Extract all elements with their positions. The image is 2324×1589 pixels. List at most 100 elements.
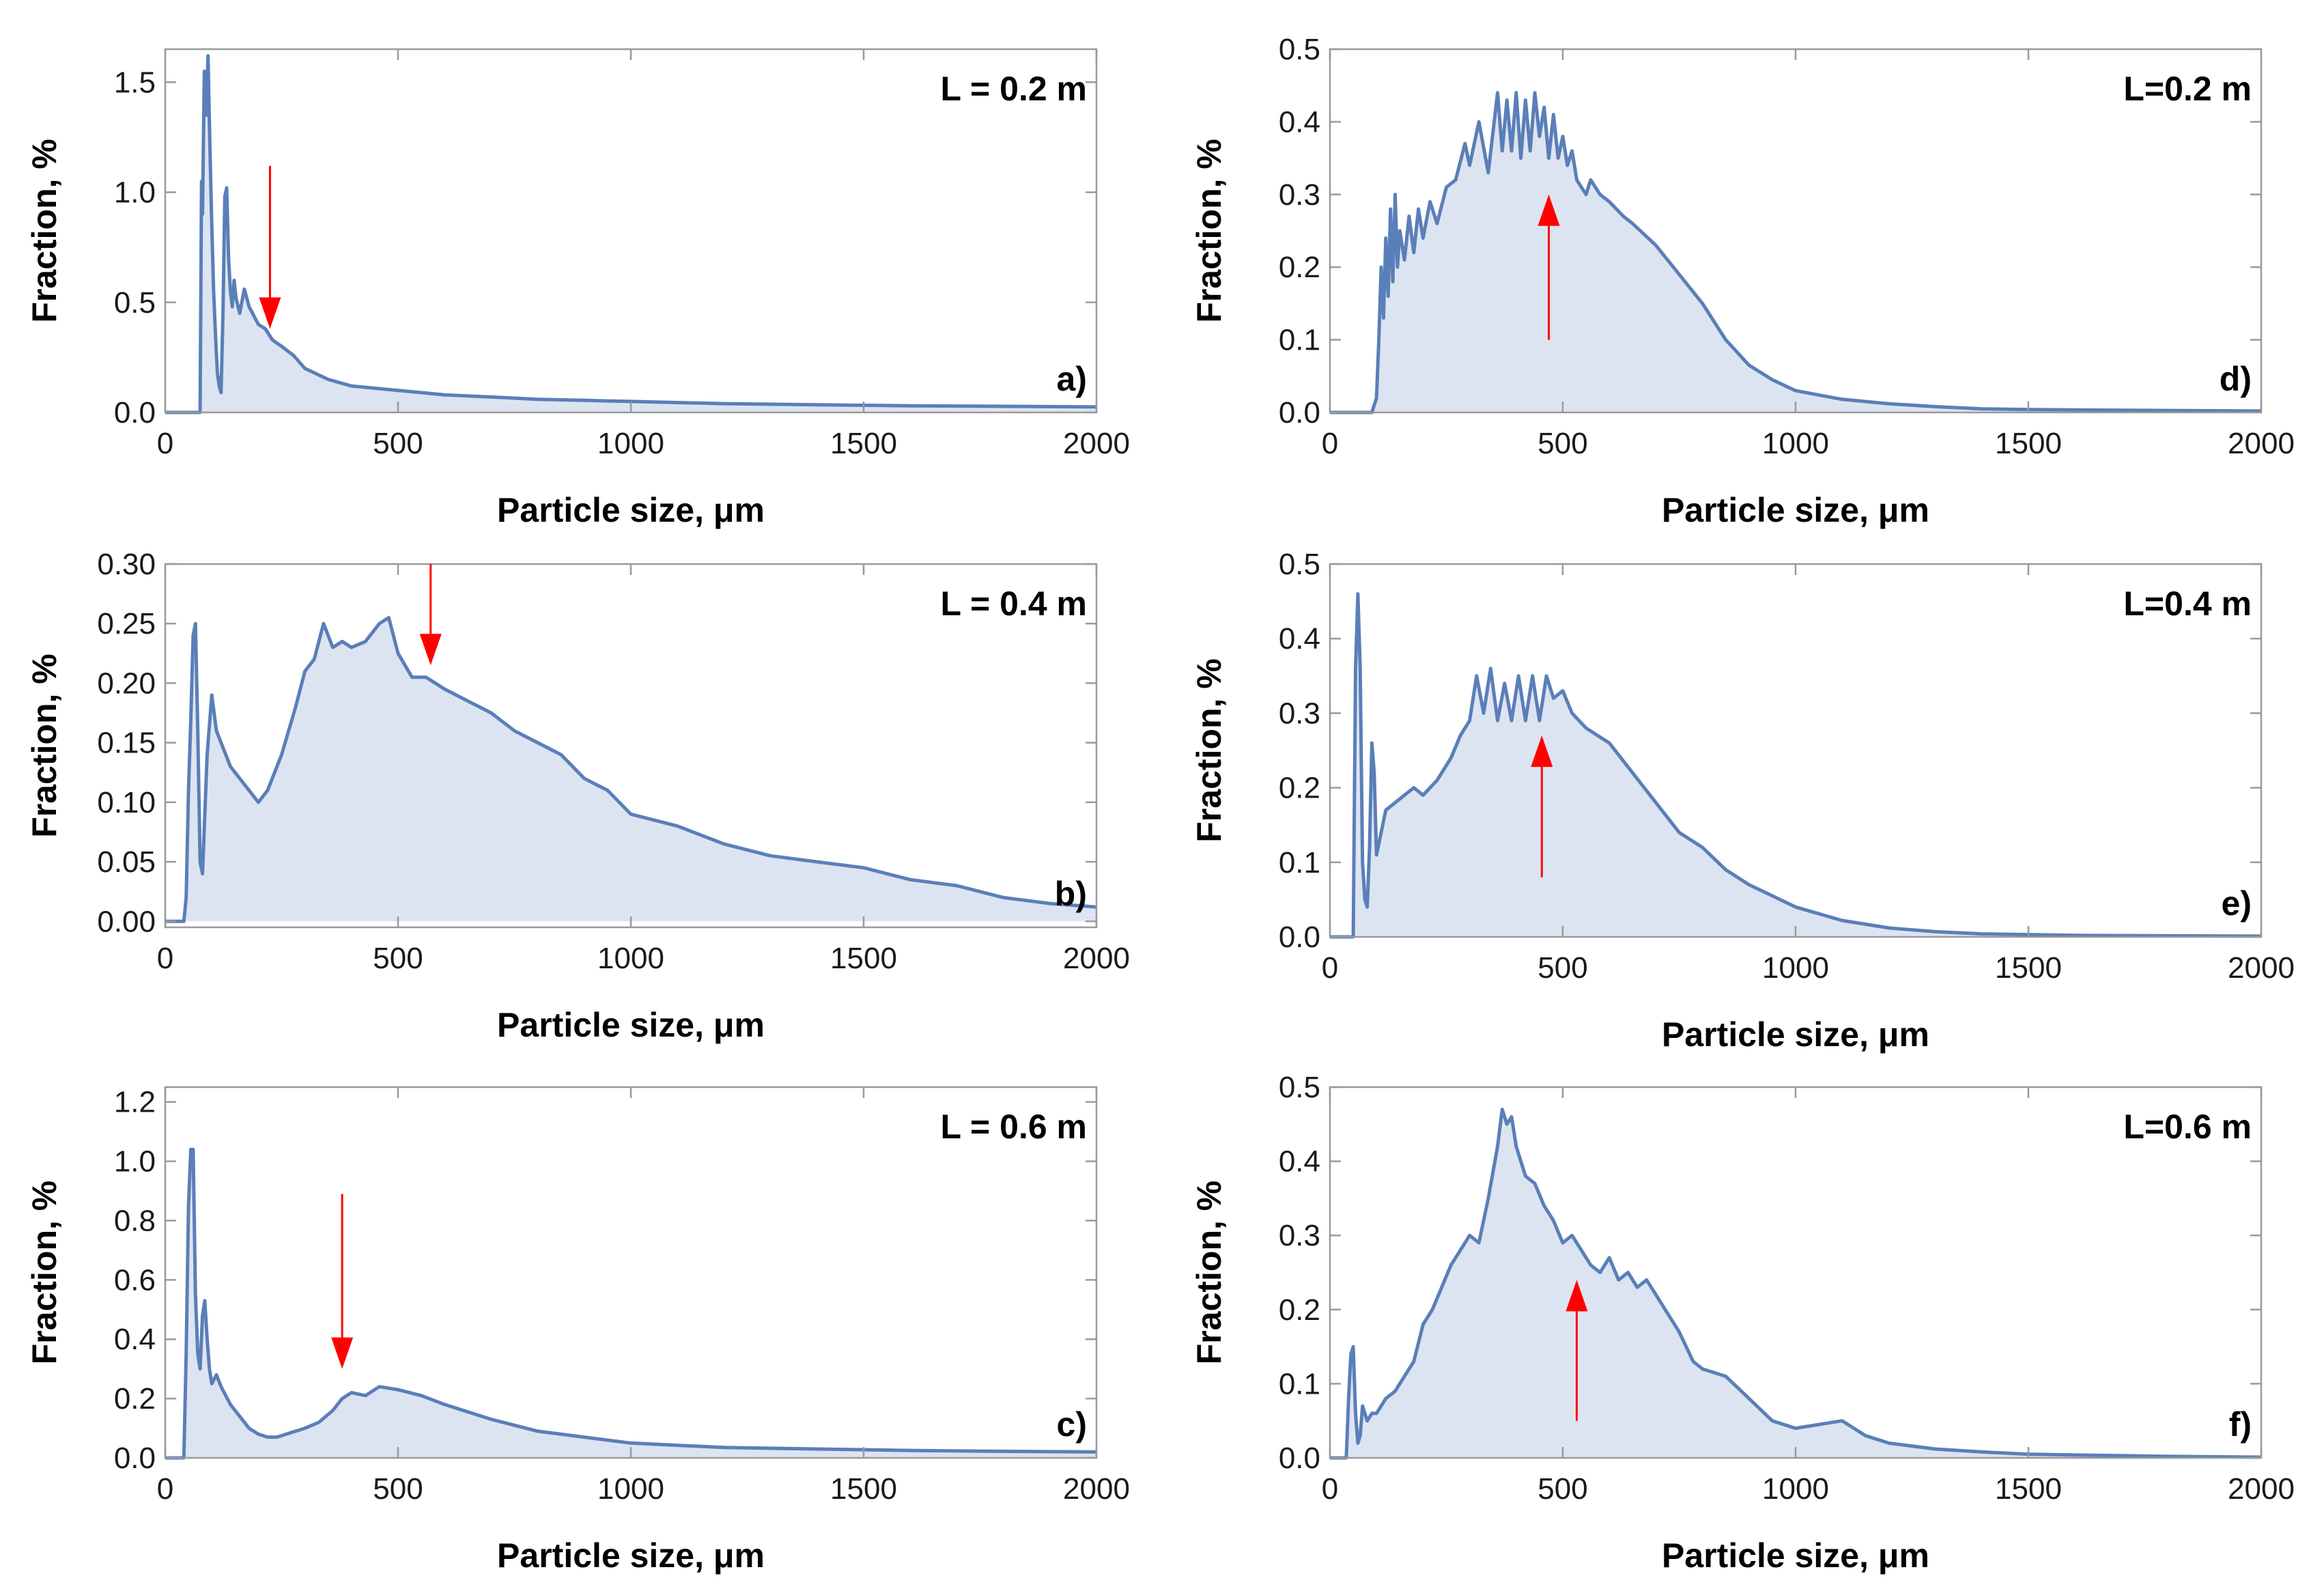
series-line [165, 616, 1097, 923]
panel-label: c) [1057, 1405, 1087, 1444]
x-axis-title: Particle size, μm [1662, 491, 1929, 529]
panel-a: 0.0 0.5 1.0 1.5 0 500 1000 1500 2000 Particle siz… [25, 48, 1130, 529]
y-tick-label: 0.0 [114, 1442, 156, 1475]
x-tick-label: 2000 [1063, 1472, 1130, 1506]
x-tick-label: 1000 [597, 942, 664, 975]
y-tick-label: 0.4 [1279, 105, 1320, 139]
y-tick-label: 1.5 [114, 66, 156, 99]
y-axis-title: Fraction, % [1190, 1181, 1228, 1364]
panel-label: d) [2220, 360, 2252, 398]
x-tick-label: 1000 [597, 427, 664, 460]
x-axis-title: Particle size, μm [1662, 1015, 1929, 1054]
x-tick-label: 1500 [1995, 427, 2062, 460]
x-axis-title: Particle size, μm [497, 1006, 765, 1044]
y-tick-label: 0.0 [1279, 920, 1320, 954]
y-tick-label: 0.4 [1279, 622, 1320, 656]
panel-f: 0.0 0.1 0.2 0.3 0.4 0.5 0 500 1000 1500 2000 Partic… [1190, 1071, 2295, 1575]
x-tick-label: 2000 [1063, 427, 1130, 460]
x-tick-label: 500 [373, 427, 423, 460]
y-tick-label: 0.30 [97, 548, 156, 581]
y-tick-label: 0.25 [97, 607, 156, 641]
y-tick-label: 0.00 [97, 905, 156, 938]
y-tick-label: 0.0 [1279, 396, 1320, 430]
x-tick-label: 0 [1322, 427, 1338, 460]
x-tick-label: 2000 [2228, 427, 2295, 460]
length-annotation: L=0.6 m [2123, 1108, 2252, 1146]
x-tick-label: 1000 [1762, 951, 1829, 985]
x-tick-label: 2000 [2228, 951, 2295, 985]
panel-d: 0.0 0.1 0.2 0.3 0.4 0.5 0 500 1000 1500 2000 Partic… [1190, 33, 2295, 529]
x-tick-label: 0 [1322, 951, 1338, 985]
arrow-head [1565, 1280, 1588, 1312]
x-tick-label: 500 [1537, 427, 1587, 460]
series-area [165, 1149, 1096, 1458]
length-annotation: L=0.2 m [2123, 70, 2252, 108]
x-tick-label: 500 [373, 1472, 423, 1506]
x-tick-label: 1500 [830, 942, 897, 975]
x-tick-label: 2000 [2228, 1472, 2295, 1506]
y-tick-label: 0.6 [114, 1263, 156, 1297]
x-tick-label: 1000 [1762, 1472, 1829, 1506]
series-line [1330, 91, 2262, 414]
y-tick-label: 0.1 [1279, 846, 1320, 880]
y-tick-label: 0.0 [1279, 1442, 1320, 1475]
y-tick-label: 1.0 [114, 176, 156, 210]
y-tick-label: 0.20 [97, 666, 156, 700]
series-area [1330, 92, 2261, 413]
x-tick-label: 2000 [1063, 942, 1130, 975]
panel-label: a) [1057, 360, 1087, 398]
series-area [1330, 593, 2261, 937]
arrow-head [259, 297, 281, 329]
x-tick-label: 1000 [597, 1472, 664, 1506]
y-axis-title: Fraction, % [25, 1181, 63, 1364]
x-tick-label: 500 [373, 942, 423, 975]
y-tick-label: 0.5 [114, 286, 156, 320]
arrow-head [419, 634, 442, 666]
y-axis-title: Fraction, % [1190, 139, 1228, 322]
y-tick-label: 1.0 [114, 1145, 156, 1179]
arrow-head [1531, 735, 1553, 768]
y-tick-label: 0.15 [97, 727, 156, 760]
y-axis-title: Fraction, % [25, 139, 63, 322]
x-tick-label: 1500 [1995, 951, 2062, 985]
y-tick-label: 0.5 [1279, 1071, 1320, 1104]
y-tick-label: 0.5 [1279, 548, 1320, 581]
x-tick-label: 1500 [830, 1472, 897, 1506]
length-annotation: L = 0.6 m [941, 1108, 1087, 1146]
arrow-head [1537, 194, 1560, 226]
series-area [1330, 1109, 2261, 1458]
panel-label: e) [2222, 884, 2252, 923]
y-axis-title: Fraction, % [1190, 658, 1228, 842]
x-axis-title: Particle size, μm [497, 1536, 765, 1575]
series-line [165, 1147, 1097, 1460]
y-tick-label: 0.5 [1279, 33, 1320, 66]
series-line [1330, 592, 2262, 939]
panel-c: 0.0 0.2 0.4 0.6 0.8 1.0 1.2 0 500 1000 1500 2000 Par… [25, 1086, 1130, 1575]
y-tick-label: 0.1 [1279, 1367, 1320, 1401]
y-tick-label: 0.2 [1279, 251, 1320, 284]
y-tick-label: 0.2 [1279, 1293, 1320, 1327]
panel-label: b) [1055, 875, 1087, 913]
y-tick-label: 0.4 [114, 1323, 156, 1356]
y-tick-label: 0.1 [1279, 324, 1320, 357]
x-tick-label: 1000 [1762, 427, 1829, 460]
length-annotation: L=0.4 m [2123, 585, 2252, 623]
y-tick-label: 0.3 [1279, 697, 1320, 730]
y-tick-label: 0.2 [1279, 772, 1320, 805]
length-annotation: L = 0.4 m [941, 585, 1087, 623]
y-tick-label: 0.05 [97, 845, 156, 879]
panel-label: f) [2229, 1405, 2252, 1444]
y-axis-title: Fraction, % [25, 653, 63, 837]
x-axis-title: Particle size, μm [1662, 1536, 1929, 1575]
length-annotation: L = 0.2 m [941, 70, 1087, 108]
x-tick-label: 1500 [830, 427, 897, 460]
series-line [1330, 1108, 2262, 1460]
x-tick-label: 0 [157, 1472, 173, 1506]
y-tick-label: 0.3 [1279, 178, 1320, 212]
y-tick-label: 0.10 [97, 786, 156, 819]
series-area [165, 617, 1096, 922]
y-tick-label: 0.8 [114, 1204, 156, 1237]
x-tick-label: 500 [1537, 951, 1587, 985]
x-tick-label: 1500 [1995, 1472, 2062, 1506]
